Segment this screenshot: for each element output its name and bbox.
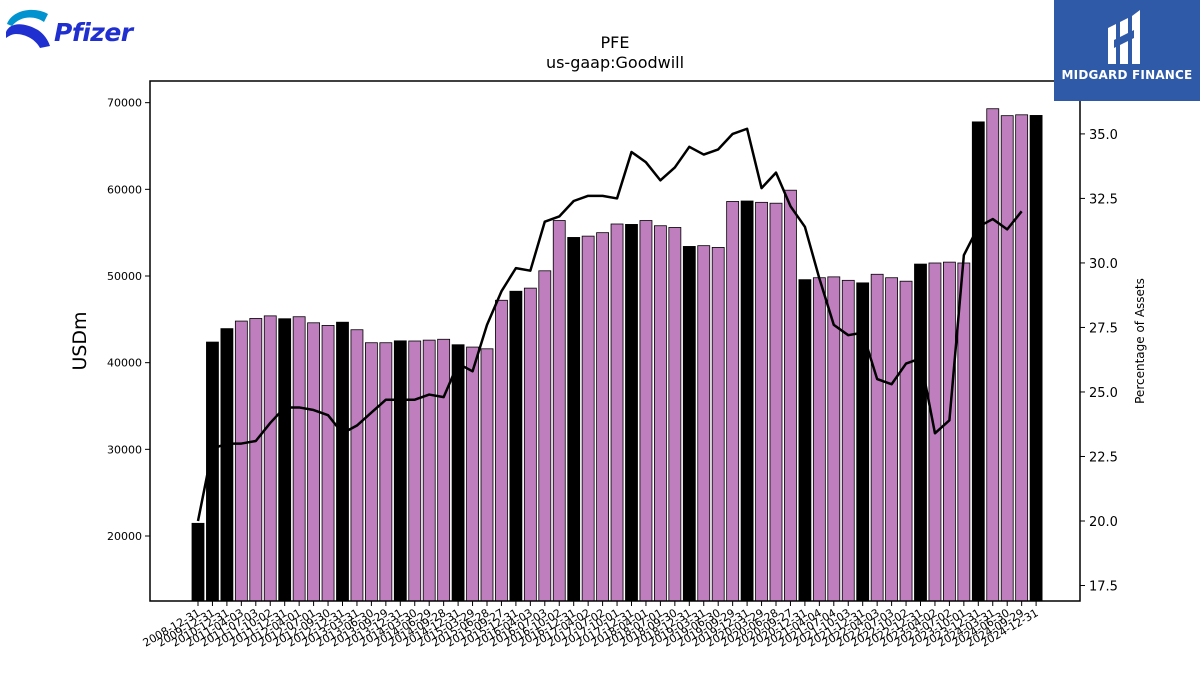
bar-2011-04-03 <box>234 320 248 602</box>
midgard-finance-logo: MIDGARD FINANCE <box>1054 0 1200 101</box>
bar-2008-12-31 <box>191 522 205 602</box>
bar-2018-12-31 <box>682 246 696 602</box>
bar-2013-09-29 <box>379 342 393 602</box>
plot-frame <box>149 80 1081 602</box>
pct-assets-line-series <box>196 127 1023 522</box>
y2-tick-label: 20.0 <box>1089 515 1118 530</box>
y2-tick-label: 27.5 <box>1089 321 1118 336</box>
bar-2024-12-31 <box>1029 115 1043 602</box>
bar-2017-10-01 <box>610 223 624 602</box>
bar-2017-07-02 <box>596 232 609 602</box>
bar-2023-07-02 <box>943 261 956 602</box>
bar-2014-09-28 <box>437 338 451 602</box>
left-axis-ticks: 20000 30000 40000 50000 60000 70000 <box>107 97 150 543</box>
y2-tick-label: 17.5 <box>1089 580 1118 595</box>
bar-2024-09-29 <box>1015 114 1029 602</box>
bar-2024-06-30 <box>1000 115 1014 602</box>
y-tick-label: 50000 <box>107 270 142 283</box>
bar-2014-06-29 <box>422 339 436 602</box>
bar-2018-04-01 <box>639 220 653 602</box>
midgard-logo-icon <box>1108 10 1140 64</box>
chart-subtitle: us-gaap:Goodwill <box>546 53 684 72</box>
bar-2020-03-29 <box>755 201 768 602</box>
y2-tick-label: 30.0 <box>1089 257 1118 272</box>
pct-assets-line <box>196 127 1023 522</box>
y2-tick-label: 35.0 <box>1089 128 1118 143</box>
bar-2020-09-27 <box>784 189 797 602</box>
bar-2018-07-01 <box>654 225 667 602</box>
y2-tick-label: 32.5 <box>1089 192 1118 207</box>
bar-2013-06-30 <box>364 342 378 602</box>
x-axis-ticks: 2008-12-312009-12-312010-12-312011-04-03… <box>141 601 1041 650</box>
bar-2024-03-31 <box>986 108 1000 602</box>
bar-2018-09-30 <box>668 227 682 602</box>
bar-2016-12-31 <box>567 237 581 602</box>
bar-2020-12-31 <box>798 279 812 602</box>
bar-2016-10-02 <box>552 220 566 602</box>
midgard-wordmark: MIDGARD FINANCE <box>1061 68 1193 82</box>
bar-2022-10-02 <box>899 280 913 602</box>
chart-title: PFE <box>601 33 630 52</box>
pfizer-wordmark: Pfizer <box>54 18 133 47</box>
pfizer-logo: Pfizer <box>4 4 134 58</box>
bar-2011-10-02 <box>263 315 277 602</box>
bar-2011-07-03 <box>249 318 263 602</box>
y2-tick-label: 25.0 <box>1089 386 1118 401</box>
y-tick-label: 60000 <box>107 183 142 196</box>
bar-2015-12-31 <box>509 290 523 602</box>
y-tick-label: 30000 <box>107 443 142 456</box>
bar-2012-07-01 <box>307 322 321 602</box>
bar-2022-12-31 <box>914 263 927 602</box>
bar-2016-07-03 <box>538 270 552 602</box>
y-tick-label: 70000 <box>107 97 142 110</box>
bar-2013-03-31 <box>350 329 364 602</box>
bar-2021-12-31 <box>856 282 870 602</box>
bar-2017-12-31 <box>625 224 638 602</box>
right-axis-ticks: 17.5 20.0 22.5 25.0 27.5 30.0 32.5 35.0 <box>1080 128 1118 595</box>
bar-2012-12-31 <box>336 321 349 602</box>
bar-2016-04-03 <box>523 287 537 602</box>
y-tick-label: 40000 <box>107 357 142 370</box>
bar-2019-12-31 <box>740 200 754 602</box>
bar-2015-03-29 <box>466 346 479 602</box>
bar-series <box>191 108 1043 602</box>
bar-2010-12-31 <box>220 328 234 602</box>
bar-2012-09-30 <box>321 324 335 602</box>
bar-2013-12-31 <box>393 340 407 602</box>
bar-2022-07-03 <box>885 277 898 602</box>
bar-2019-09-29 <box>726 201 740 602</box>
bar-2021-10-03 <box>841 279 855 602</box>
y-axis-label: USDm <box>69 311 91 370</box>
bar-2017-04-02 <box>581 235 595 602</box>
bar-2011-12-31 <box>278 318 292 602</box>
bar-2019-06-30 <box>711 246 725 602</box>
y2-tick-label: 22.5 <box>1089 450 1118 465</box>
bar-2014-12-31 <box>451 344 465 602</box>
y2-axis-label: Percentage of Assets <box>1133 278 1147 404</box>
bar-2015-06-28 <box>480 348 494 602</box>
bar-2019-03-31 <box>697 245 711 602</box>
bar-2020-06-28 <box>769 202 783 602</box>
bar-2012-04-01 <box>292 316 306 602</box>
bar-2015-09-27 <box>495 299 508 602</box>
bar-2022-04-03 <box>870 273 884 602</box>
y-tick-label: 20000 <box>107 530 142 543</box>
bar-2023-12-31 <box>971 121 985 602</box>
bar-2021-04-04 <box>812 277 826 602</box>
bar-2014-03-30 <box>408 340 422 602</box>
pfizer-logo-icon <box>6 9 50 48</box>
